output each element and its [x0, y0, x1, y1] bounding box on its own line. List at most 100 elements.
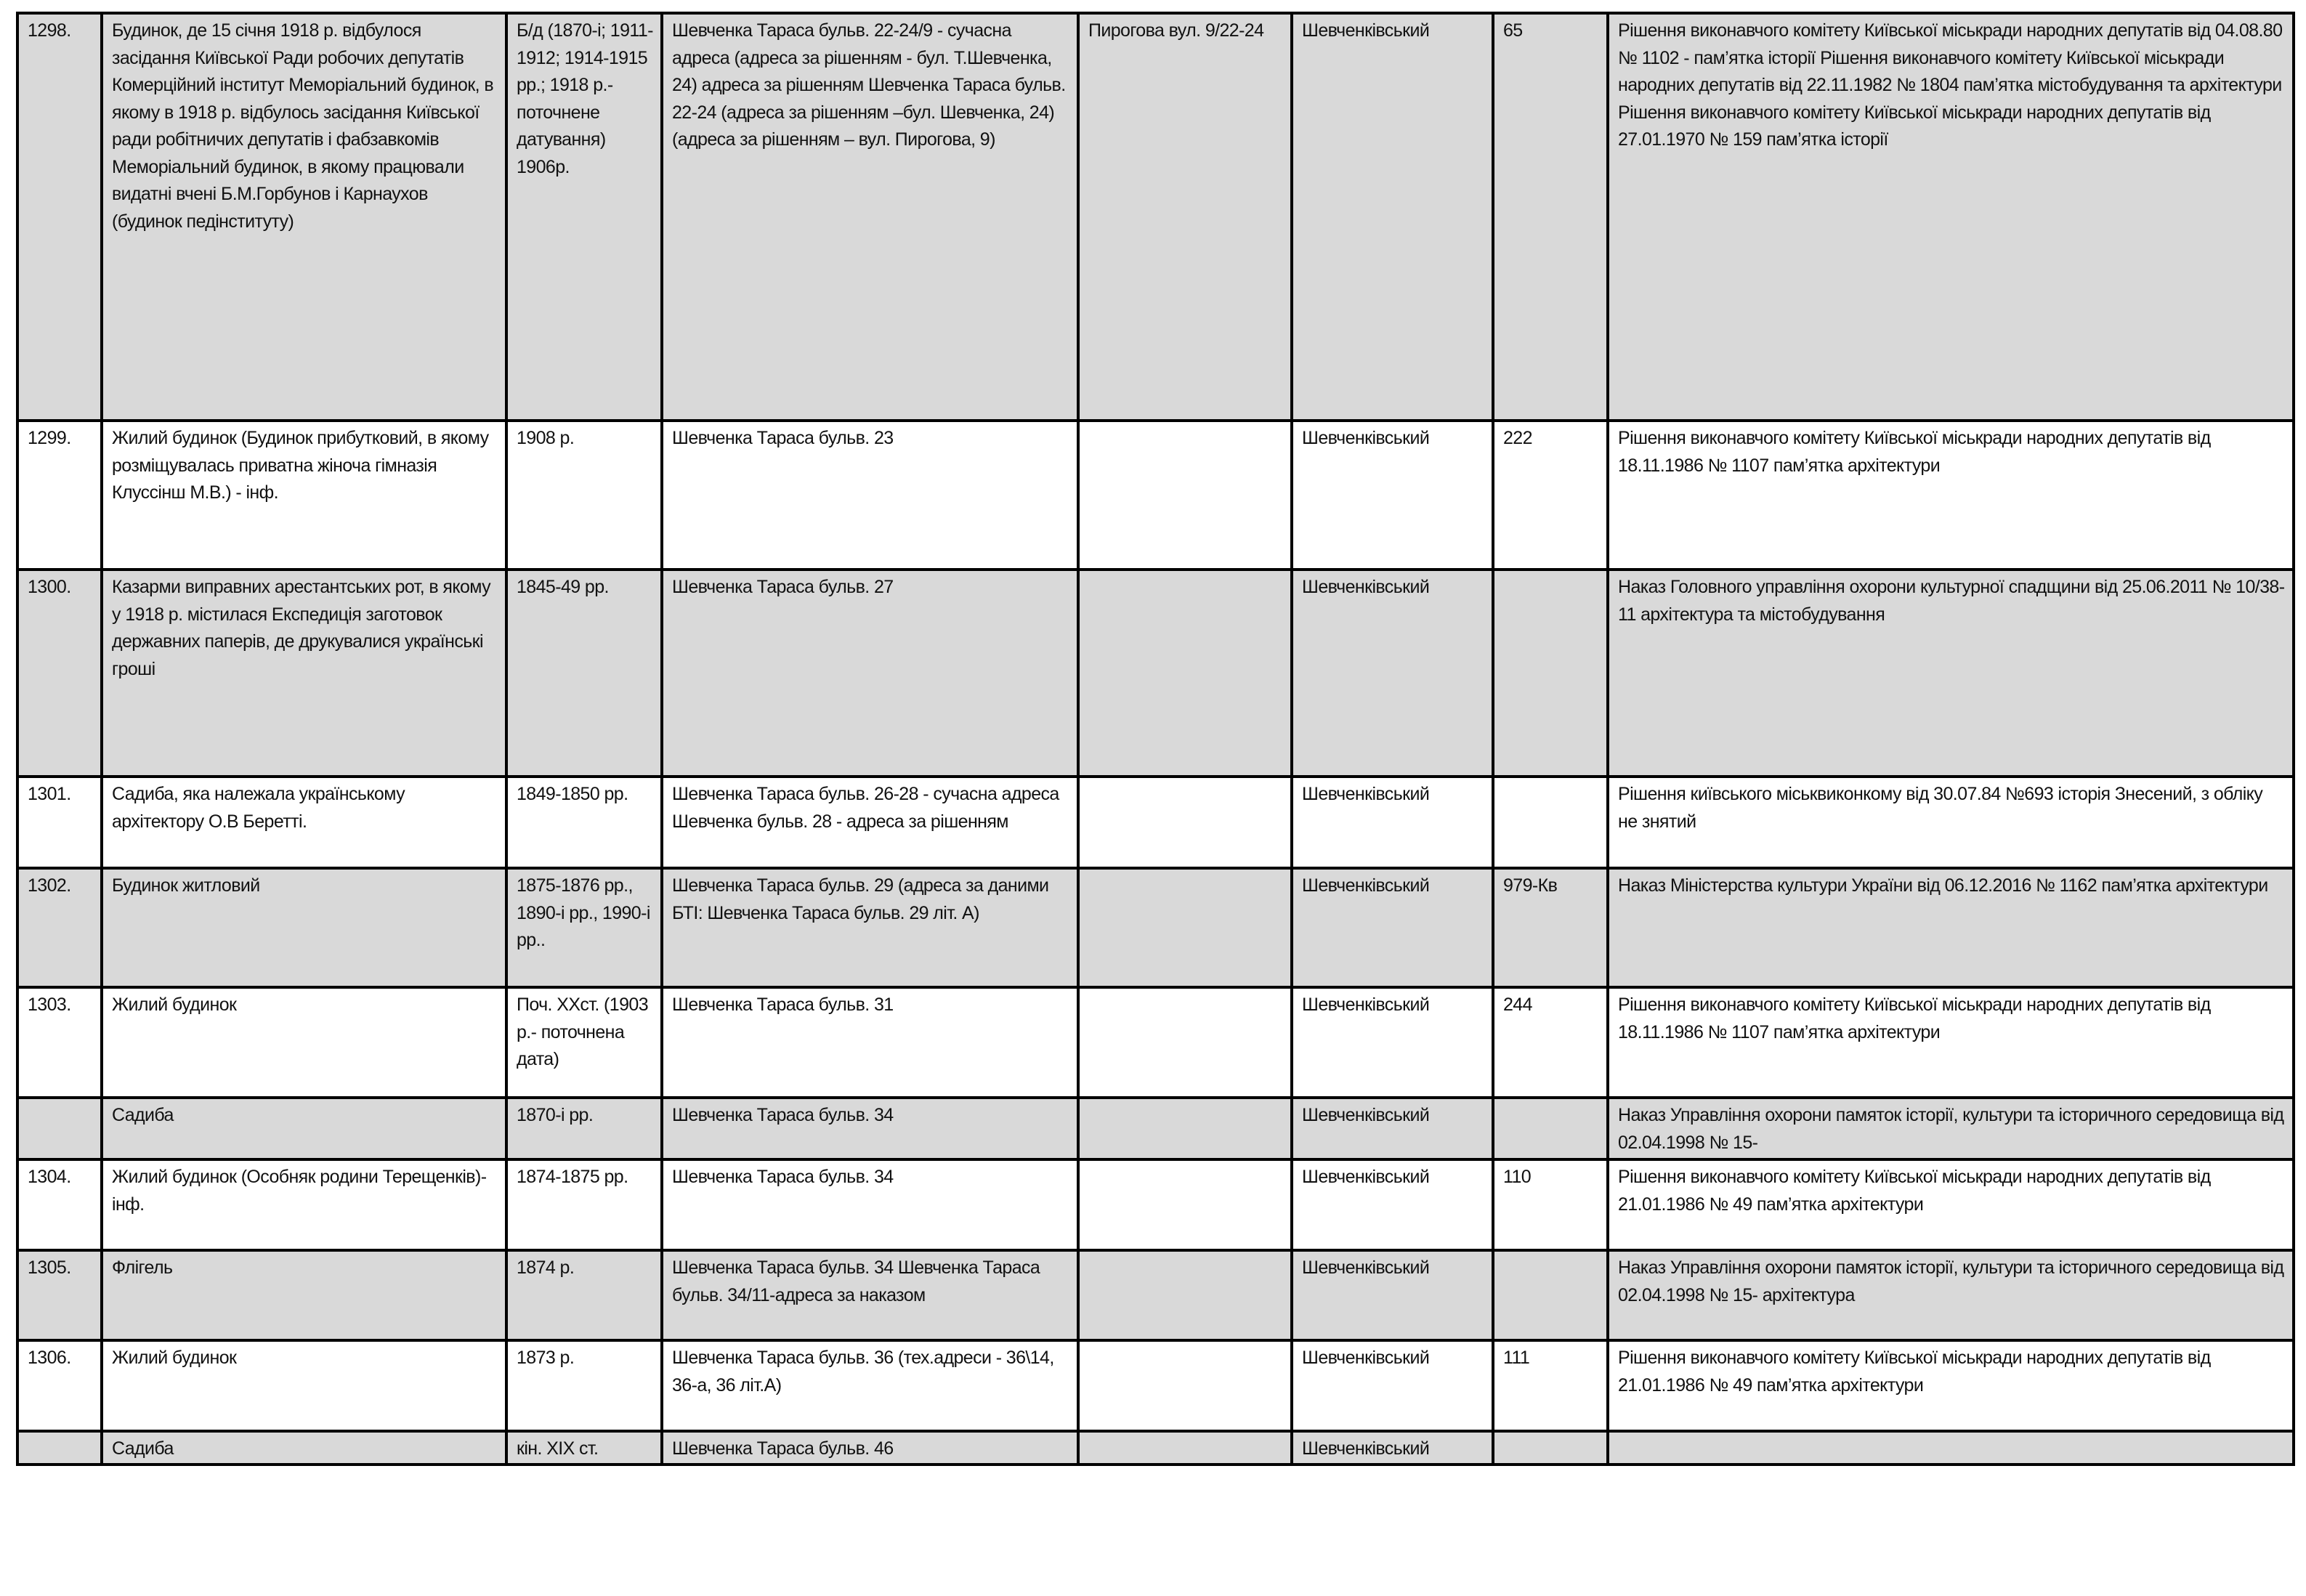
- address-cell: Шевченка Тараса бульв. 29 (адреса за дан…: [660, 867, 1080, 989]
- district-cell: Шевченківський: [1290, 775, 1494, 870]
- alt-address-cell: [1077, 867, 1293, 989]
- district-cell: Шевченківський: [1290, 568, 1494, 778]
- district-cell: Шевченківський: [1290, 1096, 1494, 1161]
- object-name-cell: Жилий будинок (Особняк родини Терещенків…: [100, 1158, 508, 1252]
- district-cell: Шевченківський: [1290, 1249, 1494, 1342]
- address-cell: Шевченка Тараса бульв. 22-24/9 - сучасна…: [660, 12, 1080, 422]
- row-number-cell: 1298.: [16, 12, 103, 422]
- date-cell: 1874 р.: [505, 1249, 663, 1342]
- address-cell: Шевченка Тараса бульв. 46: [660, 1430, 1080, 1466]
- registry-number-cell: [1492, 1430, 1609, 1466]
- alt-address-cell: [1077, 1249, 1293, 1342]
- address-cell: Шевченка Тараса бульв. 34 Шевченка Тарас…: [660, 1249, 1080, 1342]
- object-name-cell: Жилий будинок: [100, 986, 508, 1099]
- address-cell: Шевченка Тараса бульв. 23: [660, 419, 1080, 571]
- alt-address-cell: [1077, 419, 1293, 571]
- registry-number-cell: 65: [1492, 12, 1609, 422]
- table-row: 1306. Жилий будинок 1873 р. Шевченка Тараса…: [16, 1339, 2295, 1433]
- row-number-cell: 1303.: [16, 986, 103, 1099]
- decision-cell: Рішення виконавчого комітету Київської м…: [1606, 419, 2295, 571]
- object-name-cell: Садиба: [100, 1430, 508, 1466]
- table-row: 1298. Будинок, де 15 січня 1918 р. відбул…: [16, 12, 2295, 422]
- object-name-cell: Жилий будинок (Будинок прибутковий, в як…: [100, 419, 508, 571]
- date-cell: 1908 р.: [505, 419, 663, 571]
- date-cell: 1845-49 рр.: [505, 568, 663, 778]
- registry-number-cell: 111: [1492, 1339, 1609, 1433]
- district-cell: Шевченківський: [1290, 12, 1494, 422]
- registry-number-cell: [1492, 775, 1609, 870]
- district-cell: Шевченківський: [1290, 1158, 1494, 1252]
- decision-cell: Рішення виконавчого комітету Київської м…: [1606, 1339, 2295, 1433]
- address-cell: Шевченка Тараса бульв. 31: [660, 986, 1080, 1099]
- row-number-cell: 1299.: [16, 419, 103, 571]
- decision-cell: Рішення виконавчого комітету Київської м…: [1606, 12, 2295, 422]
- table-row: 1303. Жилий будинок Поч. ХХст. (1903 р.- п…: [16, 986, 2295, 1099]
- district-cell: Шевченківський: [1290, 986, 1494, 1099]
- district-cell: Шевченківський: [1290, 867, 1494, 989]
- alt-address-cell: Пирогова вул. 9/22-24: [1077, 12, 1293, 422]
- date-cell: 1875-1876 рр., 1890-і рр., 1990-і рр..: [505, 867, 663, 989]
- alt-address-cell: [1077, 1339, 1293, 1433]
- decision-cell: Рішення виконавчого комітету Київської м…: [1606, 986, 2295, 1099]
- table-row: 1305. Флігель 1874 р. Шевченка Тараса бульв…: [16, 1249, 2295, 1342]
- registry-number-cell: [1492, 1249, 1609, 1342]
- table-body: 1298. Будинок, де 15 січня 1918 р. відбул…: [16, 12, 2295, 1466]
- address-cell: Шевченка Тараса бульв. 36 (тех.адреси - …: [660, 1339, 1080, 1433]
- registry-number-cell: 979-Кв: [1492, 867, 1609, 989]
- object-name-cell: Садиба, яка належала українському архіте…: [100, 775, 508, 870]
- date-cell: 1870-і рр.: [505, 1096, 663, 1161]
- registry-number-cell: [1492, 1096, 1609, 1161]
- date-cell: 1849-1850 рр.: [505, 775, 663, 870]
- object-name-cell: Казарми виправних арестантських рот, в я…: [100, 568, 508, 778]
- table-row: 1299. Жилий будинок (Будинок прибутковий,…: [16, 419, 2295, 571]
- alt-address-cell: [1077, 986, 1293, 1099]
- object-name-cell: Будинок, де 15 січня 1918 р. відбулося з…: [100, 12, 508, 422]
- object-name-cell: Флігель: [100, 1249, 508, 1342]
- district-cell: Шевченківський: [1290, 1339, 1494, 1433]
- row-number-cell: 1302.: [16, 867, 103, 989]
- alt-address-cell: [1077, 568, 1293, 778]
- address-cell: Шевченка Тараса бульв. 34: [660, 1158, 1080, 1252]
- table-row: Садиба кін. ХІХ ст. Шевченка Тараса бульв.…: [16, 1430, 2295, 1466]
- table-row: 1301. Садиба, яка належала українському а…: [16, 775, 2295, 870]
- address-cell: Шевченка Тараса бульв. 26-28 - сучасна а…: [660, 775, 1080, 870]
- row-number-cell: 1305.: [16, 1249, 103, 1342]
- row-number-cell: [16, 1430, 103, 1466]
- table-row: 1302. Будинок житловий 1875-1876 рр., 1890…: [16, 867, 2295, 989]
- row-number-cell: 1301.: [16, 775, 103, 870]
- object-name-cell: Жилий будинок: [100, 1339, 508, 1433]
- alt-address-cell: [1077, 1158, 1293, 1252]
- decision-cell: Наказ Міністерства культури України від …: [1606, 867, 2295, 989]
- date-cell: Поч. ХХст. (1903 р.- поточнена дата): [505, 986, 663, 1099]
- row-number-cell: 1304.: [16, 1158, 103, 1252]
- decision-cell: Наказ Управління охорони памяток історії…: [1606, 1249, 2295, 1342]
- row-number-cell: 1300.: [16, 568, 103, 778]
- table-row: Садиба 1870-і рр. Шевченка Тараса бульв. 3…: [16, 1096, 2295, 1161]
- registry-number-cell: 222: [1492, 419, 1609, 571]
- decision-cell: Наказ Головного управління охорони культ…: [1606, 568, 2295, 778]
- monuments-register-table: 1298. Будинок, де 15 січня 1918 р. відбул…: [16, 12, 2295, 1466]
- table-row: 1304. Жилий будинок (Особняк родини Терещ…: [16, 1158, 2295, 1252]
- alt-address-cell: [1077, 1430, 1293, 1466]
- registry-number-cell: [1492, 568, 1609, 778]
- object-name-cell: Будинок житловий: [100, 867, 508, 989]
- district-cell: Шевченківський: [1290, 1430, 1494, 1466]
- address-cell: Шевченка Тараса бульв. 34: [660, 1096, 1080, 1161]
- table-row: 1300. Казарми виправних арестантських рот…: [16, 568, 2295, 778]
- date-cell: Б/д (1870-і; 1911-1912; 1914-1915 рр.; 1…: [505, 12, 663, 422]
- alt-address-cell: [1077, 775, 1293, 870]
- row-number-cell: 1306.: [16, 1339, 103, 1433]
- decision-cell: Наказ Управління охорони памяток історії…: [1606, 1096, 2295, 1161]
- district-cell: Шевченківський: [1290, 419, 1494, 571]
- date-cell: 1874-1875 рр.: [505, 1158, 663, 1252]
- object-name-cell: Садиба: [100, 1096, 508, 1161]
- decision-cell: Рішення виконавчого комітету Київської м…: [1606, 1158, 2295, 1252]
- registry-number-cell: 244: [1492, 986, 1609, 1099]
- alt-address-cell: [1077, 1096, 1293, 1161]
- date-cell: кін. ХІХ ст.: [505, 1430, 663, 1466]
- address-cell: Шевченка Тараса бульв. 27: [660, 568, 1080, 778]
- decision-cell: [1606, 1430, 2295, 1466]
- row-number-cell: [16, 1096, 103, 1161]
- registry-number-cell: 110: [1492, 1158, 1609, 1252]
- decision-cell: Рішення київського міськвиконкому від 30…: [1606, 775, 2295, 870]
